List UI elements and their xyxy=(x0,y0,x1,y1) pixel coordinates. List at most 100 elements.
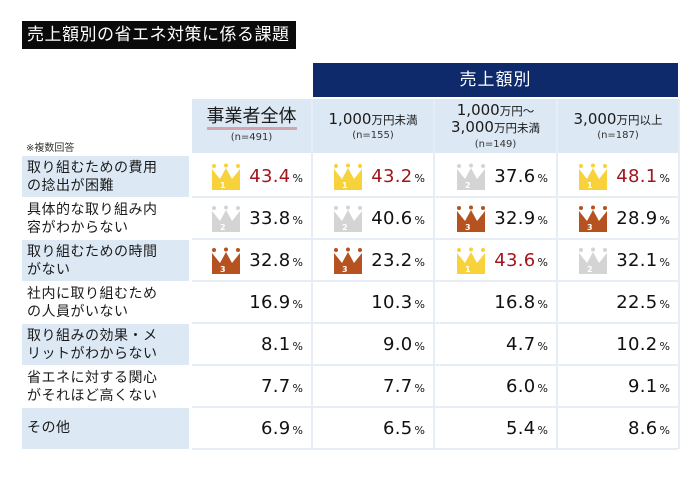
value-cell: 1 43.6% xyxy=(435,240,556,281)
percentage-value: 43.4 xyxy=(249,166,291,187)
percent-sign: % xyxy=(292,256,303,269)
percent-sign: % xyxy=(659,172,670,185)
percentage-value: 8.6 xyxy=(628,418,658,439)
row-label-line2: リットがわからない xyxy=(27,346,158,362)
row-label-line2: がない xyxy=(27,262,71,278)
sample-size: (n=149) xyxy=(474,138,517,150)
value-cell: 8.6% xyxy=(558,408,678,449)
value-cell: 2 33.8% xyxy=(192,198,311,239)
percent-sign: % xyxy=(659,298,670,311)
value-cell: 1 48.1% xyxy=(558,156,678,197)
row-divider xyxy=(192,364,678,366)
row-label-line2: の人員がいない xyxy=(27,304,129,320)
row-label: 省エネに対する関心 がそれほど高くない xyxy=(22,366,189,407)
value-cell: 3 32.9% xyxy=(435,198,556,239)
value-cell: 4.7% xyxy=(435,324,556,365)
svg-text:2: 2 xyxy=(465,181,471,190)
column-divider xyxy=(678,99,680,449)
percentage-value: 10.3 xyxy=(371,292,413,313)
value-cell: 1 43.4% xyxy=(192,156,311,197)
column-divider xyxy=(433,99,435,449)
percentage-value: 37.6 xyxy=(494,166,536,187)
svg-text:2: 2 xyxy=(587,265,593,274)
column-header-label: 事業者全体 xyxy=(206,107,297,131)
percentage-value: 9.1 xyxy=(628,376,658,397)
sales-group-header: 売上額別 xyxy=(313,63,678,97)
percent-sign: % xyxy=(659,256,670,269)
value-cell: 22.5% xyxy=(558,282,678,323)
row-label: 取り組むための時間 がない xyxy=(22,240,189,281)
table-row: 取り組みの効果・メ リットがわからない 8.1% 9.0% 4.7% 10.2% xyxy=(22,324,678,366)
value-cell: 3 28.9% xyxy=(558,198,678,239)
percent-sign: % xyxy=(414,298,425,311)
percent-sign: % xyxy=(292,340,303,353)
row-label-line2: がそれほど高くない xyxy=(27,388,158,404)
row-divider xyxy=(192,280,678,282)
percentage-value: 4.7 xyxy=(506,334,536,355)
percentage-value: 43.6 xyxy=(494,250,536,271)
column-header-label: 1,000万円未満 xyxy=(328,109,418,128)
value-cell: 2 32.1% xyxy=(558,240,678,281)
value-cell: 7.7% xyxy=(313,366,433,407)
svg-text:3: 3 xyxy=(342,265,348,274)
percent-sign: % xyxy=(659,424,670,437)
percent-sign: % xyxy=(414,256,425,269)
row-label-line1: 取り組むための費用 xyxy=(27,160,158,176)
value-cell: 16.9% xyxy=(192,282,311,323)
svg-text:2: 2 xyxy=(342,223,348,232)
row-divider xyxy=(192,448,678,450)
percent-sign: % xyxy=(537,382,548,395)
percent-sign: % xyxy=(537,340,548,353)
value-cell: 9.0% xyxy=(313,324,433,365)
value-cell: 7.7% xyxy=(192,366,311,407)
column-divider xyxy=(311,99,313,449)
percent-sign: % xyxy=(659,382,670,395)
percentage-value: 40.6 xyxy=(371,208,413,229)
svg-text:3: 3 xyxy=(220,265,226,274)
value-cell: 3 32.8% xyxy=(192,240,311,281)
rank-3-crown-icon: 3 xyxy=(333,247,363,274)
percent-sign: % xyxy=(537,424,548,437)
row-label-line1: 社内に取り組むため xyxy=(27,286,158,302)
row-divider xyxy=(192,238,678,240)
rank-2-crown-icon: 2 xyxy=(578,247,608,274)
percent-sign: % xyxy=(414,214,425,227)
column-header-10m-30m: 1,000万円～ 3,000万円未満 (n=149) xyxy=(435,99,556,153)
row-label-line1: 具体的な取り組み内 xyxy=(27,202,158,218)
svg-text:2: 2 xyxy=(220,223,226,232)
percent-sign: % xyxy=(292,298,303,311)
row-label-line1: その他 xyxy=(27,420,71,436)
value-cell: 2 40.6% xyxy=(313,198,433,239)
row-divider xyxy=(192,322,678,324)
svg-text:1: 1 xyxy=(220,181,226,190)
percent-sign: % xyxy=(414,340,425,353)
svg-text:3: 3 xyxy=(465,223,471,232)
value-cell: 1 43.2% xyxy=(313,156,433,197)
column-header-label-line2: 3,000万円未満 xyxy=(451,118,540,137)
row-label-line1: 省エネに対する関心 xyxy=(27,370,158,386)
rank-1-crown-icon: 1 xyxy=(333,163,363,190)
percentage-value: 32.9 xyxy=(494,208,536,229)
percent-sign: % xyxy=(537,298,548,311)
row-divider xyxy=(192,196,678,198)
table-row: 社内に取り組むため の人員がいない 16.9% 10.3% 16.8% 22.5% xyxy=(22,282,678,324)
percentage-value: 8.1 xyxy=(261,334,291,355)
percentage-value: 16.9 xyxy=(249,292,291,313)
percentage-value: 9.0 xyxy=(383,334,413,355)
table-row: 省エネに対する関心 がそれほど高くない 7.7% 7.7% 6.0% 9.1% xyxy=(22,366,678,408)
percent-sign: % xyxy=(537,172,548,185)
percent-sign: % xyxy=(292,172,303,185)
percent-sign: % xyxy=(659,214,670,227)
percentage-value: 5.4 xyxy=(506,418,536,439)
multiple-answer-note: ※複数回答 xyxy=(26,143,75,154)
row-label-line2: の捻出が困難 xyxy=(27,178,114,194)
column-header-all: 事業者全体 (n=491) xyxy=(192,99,311,153)
rank-3-crown-icon: 3 xyxy=(211,247,241,274)
column-header-under-10m: 1,000万円未満 (n=155) xyxy=(313,99,433,153)
sample-size: (n=491) xyxy=(230,132,273,144)
rank-3-crown-icon: 3 xyxy=(578,205,608,232)
percentage-value: 6.5 xyxy=(383,418,413,439)
percent-sign: % xyxy=(537,256,548,269)
percentage-value: 48.1 xyxy=(616,166,658,187)
percentage-value: 6.9 xyxy=(261,418,291,439)
